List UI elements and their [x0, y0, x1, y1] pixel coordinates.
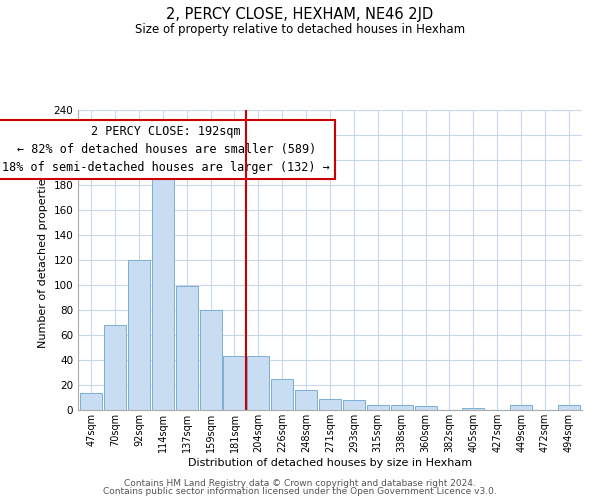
Bar	[271, 379, 293, 410]
Bar	[319, 399, 341, 410]
Text: Contains public sector information licensed under the Open Government Licence v3: Contains public sector information licen…	[103, 487, 497, 496]
Bar	[176, 286, 197, 410]
Bar	[510, 405, 532, 410]
Bar	[558, 405, 580, 410]
Bar	[80, 392, 102, 410]
Bar	[152, 169, 174, 410]
Bar	[343, 400, 365, 410]
Bar	[391, 405, 413, 410]
Bar	[223, 356, 245, 410]
Bar	[104, 325, 126, 410]
Bar	[415, 406, 437, 410]
Text: 2, PERCY CLOSE, HEXHAM, NE46 2JD: 2, PERCY CLOSE, HEXHAM, NE46 2JD	[166, 8, 434, 22]
Text: 2 PERCY CLOSE: 192sqm
← 82% of detached houses are smaller (589)
18% of semi-det: 2 PERCY CLOSE: 192sqm ← 82% of detached …	[2, 125, 330, 174]
Bar	[367, 405, 389, 410]
Bar	[247, 356, 269, 410]
Bar	[463, 408, 484, 410]
Bar	[128, 260, 150, 410]
Bar	[295, 390, 317, 410]
Text: Size of property relative to detached houses in Hexham: Size of property relative to detached ho…	[135, 22, 465, 36]
Bar	[200, 310, 221, 410]
Y-axis label: Number of detached properties: Number of detached properties	[38, 172, 48, 348]
Text: Contains HM Land Registry data © Crown copyright and database right 2024.: Contains HM Land Registry data © Crown c…	[124, 478, 476, 488]
X-axis label: Distribution of detached houses by size in Hexham: Distribution of detached houses by size …	[188, 458, 472, 468]
